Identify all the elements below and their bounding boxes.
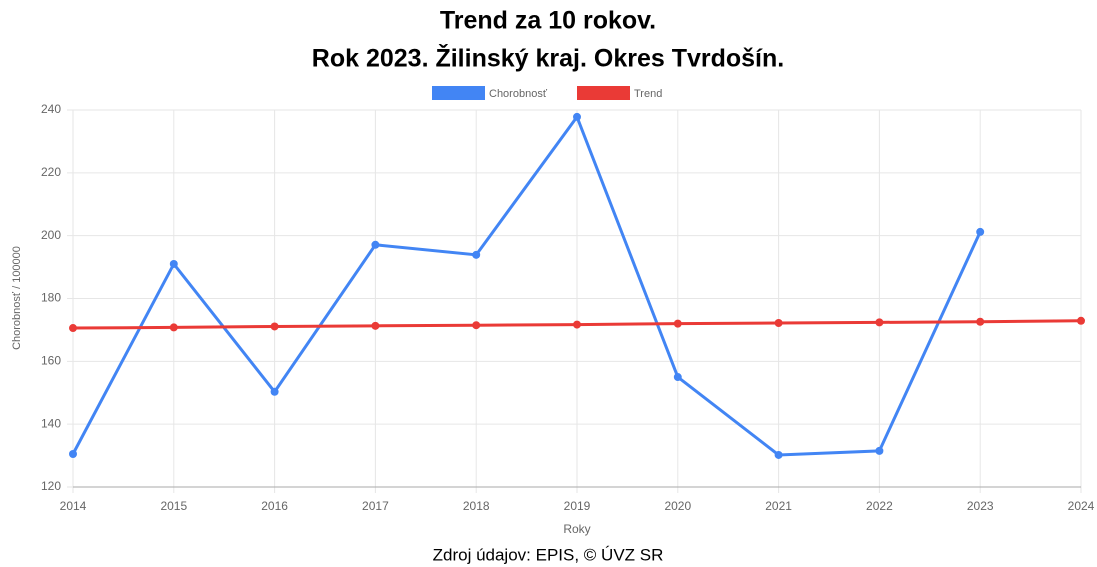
point (69, 450, 77, 459)
y-tick-label: 120 (41, 479, 61, 493)
point (976, 317, 985, 326)
point (573, 112, 581, 121)
y-tick-label: 180 (41, 291, 61, 305)
legend-swatch (577, 86, 630, 100)
x-tick-label: 2019 (564, 499, 591, 513)
y-tick-label: 160 (41, 354, 61, 368)
source: Zdroj údajov: EPIS, © ÚVZ SR (433, 545, 664, 564)
point (875, 446, 884, 455)
y-axis-label: Chorobnosť / 100000 (11, 246, 23, 350)
y-tick-label: 140 (41, 416, 61, 430)
series-line (71, 113, 982, 457)
chart-title: Trend za 10 rokov. (440, 7, 656, 35)
x-tick-label: 2017 (362, 499, 389, 513)
point (472, 250, 481, 259)
legend-swatch (432, 86, 485, 100)
point (270, 322, 279, 331)
x-tick-label: 2024 (1068, 499, 1095, 513)
x-tick-label: 2021 (765, 499, 792, 513)
point (673, 373, 682, 382)
x-axis-label: Roky (563, 522, 590, 536)
x-tick-label: 2016 (261, 499, 288, 513)
point (472, 321, 481, 330)
x-tick-label: 2014 (60, 499, 87, 513)
y-tick-label: 220 (41, 165, 61, 179)
legend-label: Trend (634, 88, 662, 100)
point (774, 319, 783, 328)
point (673, 319, 682, 328)
y-tick-label: 240 (41, 102, 61, 116)
x-tick-label: 2015 (160, 499, 187, 513)
point (774, 450, 783, 459)
legend-label: Chorobnosť (489, 88, 548, 100)
point (270, 387, 279, 396)
point (976, 227, 985, 236)
point (169, 323, 178, 332)
point (169, 259, 178, 268)
point (371, 321, 380, 330)
point (1077, 316, 1085, 325)
x-tick-label: 2022 (866, 499, 893, 513)
point (69, 324, 77, 333)
y-tick-label: 200 (41, 228, 61, 242)
x-tick-label: 2018 (463, 499, 490, 513)
point (371, 240, 380, 249)
x-tick-label: 2020 (664, 499, 691, 513)
point (875, 318, 884, 327)
chart-title: Rok 2023. Žilinský kraj. Okres Tvrdošín. (312, 43, 784, 73)
x-tick-label: 2023 (967, 499, 994, 513)
point (573, 320, 581, 329)
